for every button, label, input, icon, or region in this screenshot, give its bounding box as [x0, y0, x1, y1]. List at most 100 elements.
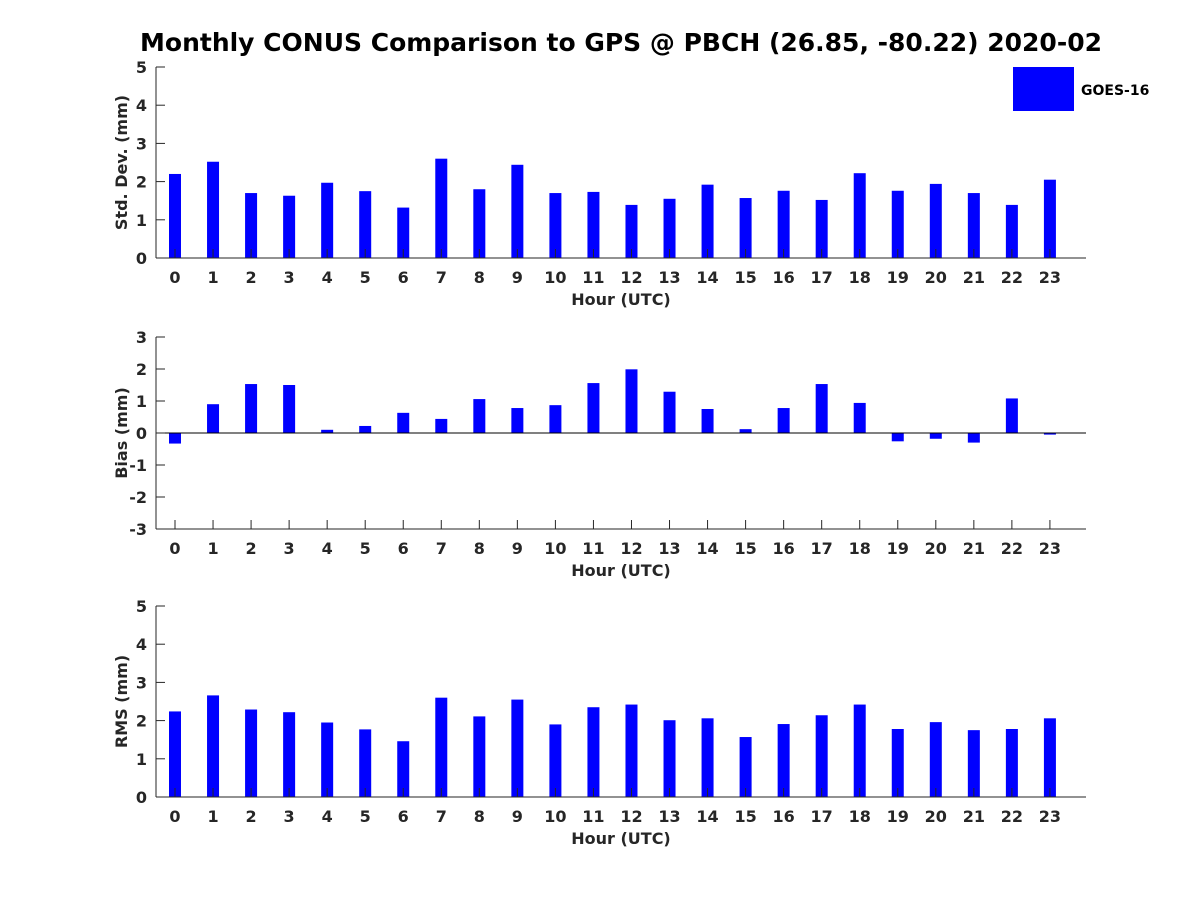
x-tick-label: 3 [284, 268, 295, 287]
bar [625, 704, 638, 797]
bar [739, 429, 752, 433]
bar [169, 433, 181, 444]
x-tick-label: 7 [436, 268, 447, 287]
y-tick-label: -1 [129, 456, 147, 475]
bar [929, 433, 942, 439]
x-tick-label: 13 [658, 807, 680, 826]
x-tick-label: 6 [398, 539, 409, 558]
x-tick-label: 14 [696, 268, 718, 287]
x-axis-label: Hour (UTC) [571, 561, 671, 580]
bar [435, 697, 448, 797]
x-tick-label: 22 [1001, 268, 1023, 287]
bar [587, 191, 600, 258]
x-tick-label: 16 [773, 268, 795, 287]
x-tick-label: 12 [620, 539, 642, 558]
bar [967, 193, 980, 258]
bar [397, 207, 410, 258]
bar [739, 737, 752, 797]
x-tick-label: 12 [620, 807, 642, 826]
bar [207, 695, 220, 797]
y-tick-label: 0 [136, 249, 147, 268]
y-tick-label: 1 [136, 750, 147, 769]
x-tick-label: 9 [512, 539, 523, 558]
x-tick-label: 20 [925, 807, 947, 826]
x-tick-label: 2 [246, 539, 257, 558]
x-tick-label: 23 [1039, 539, 1061, 558]
bars-std [169, 158, 1056, 258]
bar [815, 715, 828, 797]
y-tick-label: 2 [136, 712, 147, 731]
y-tick-label: 5 [136, 58, 147, 77]
bar [245, 709, 258, 797]
x-tick-label: 16 [773, 539, 795, 558]
bar [511, 699, 524, 797]
x-tick-label: 23 [1039, 268, 1061, 287]
bar [587, 383, 600, 433]
x-tick-label: 4 [322, 268, 333, 287]
x-tick-label: 11 [582, 268, 604, 287]
page-title: Monthly CONUS Comparison to GPS @ PBCH (… [140, 28, 1102, 57]
x-tick-label: 9 [512, 268, 523, 287]
x-tick-label: 1 [207, 539, 218, 558]
bar [625, 204, 638, 258]
bar [245, 384, 258, 433]
x-tick-label: 3 [284, 807, 295, 826]
x-tick-label: 7 [436, 807, 447, 826]
bar [473, 399, 486, 433]
x-tick-label: 5 [360, 807, 371, 826]
x-tick-label: 19 [887, 268, 909, 287]
bar [777, 190, 790, 258]
x-tick-label: 11 [582, 807, 604, 826]
bar [929, 722, 942, 797]
x-tick-label: 14 [696, 539, 718, 558]
x-tick-label: 0 [169, 539, 180, 558]
x-tick-label: 2 [246, 268, 257, 287]
bar [815, 384, 828, 433]
bar [777, 408, 790, 433]
x-tick-label: 16 [773, 807, 795, 826]
bar [283, 385, 296, 433]
x-tick-label: 0 [169, 807, 180, 826]
x-axis-label: Hour (UTC) [571, 290, 671, 309]
x-tick-label: 8 [474, 268, 485, 287]
y-tick-label: 2 [136, 173, 147, 192]
x-tick-label: 20 [925, 539, 947, 558]
bar [1043, 179, 1056, 258]
bar [1005, 398, 1018, 433]
x-tick-label: 4 [322, 539, 333, 558]
x-tick-label: 22 [1001, 539, 1023, 558]
x-tick-label: 23 [1039, 807, 1061, 826]
legend-swatch [1013, 67, 1074, 111]
bars-bias [169, 369, 1056, 444]
x-tick-label: 14 [696, 807, 718, 826]
y-axis-label: RMS (mm) [112, 655, 131, 748]
legend-label: GOES-16 [1081, 83, 1149, 99]
bar [549, 405, 562, 433]
x-tick-label: 12 [620, 268, 642, 287]
y-tick-label: -3 [129, 520, 147, 539]
x-tick-label: 10 [544, 268, 566, 287]
bar [245, 193, 258, 258]
bars-rms [169, 695, 1056, 797]
bar [891, 729, 904, 797]
bar [663, 198, 676, 258]
bar [397, 741, 410, 797]
bar [549, 193, 562, 258]
bar [321, 182, 334, 258]
y-tick-label: 4 [136, 96, 147, 115]
x-tick-label: 8 [474, 807, 485, 826]
x-tick-label: 1 [207, 268, 218, 287]
y-tick-label: 3 [136, 134, 147, 153]
bar [967, 433, 980, 443]
bar [967, 730, 980, 797]
y-tick-label: 0 [136, 424, 147, 443]
bar [549, 724, 562, 797]
bar [321, 722, 334, 797]
x-tick-label: 15 [734, 807, 756, 826]
bar [701, 409, 714, 433]
x-tick-label: 6 [398, 268, 409, 287]
bar [853, 402, 866, 433]
x-tick-label: 21 [963, 268, 985, 287]
